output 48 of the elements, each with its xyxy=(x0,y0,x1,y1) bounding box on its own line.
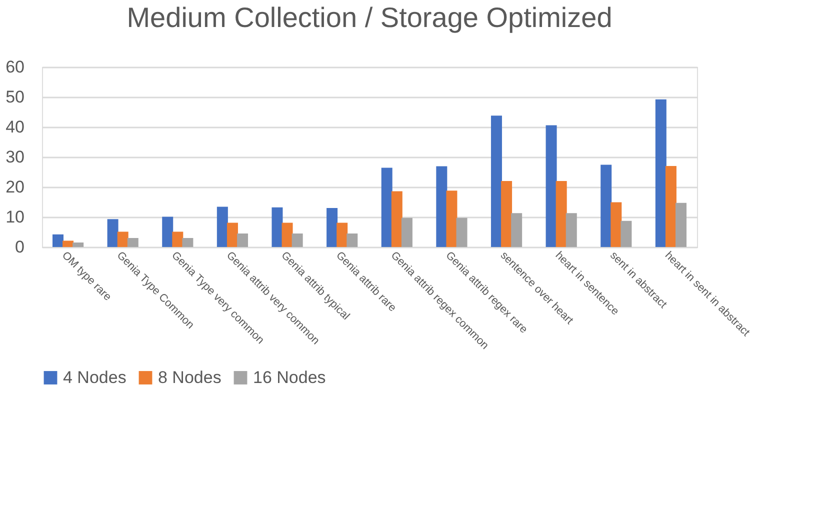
y-tick-label: 40 xyxy=(6,118,24,136)
bar xyxy=(566,213,577,247)
bar xyxy=(381,168,392,247)
bar xyxy=(501,181,512,247)
bar xyxy=(401,218,412,247)
bar xyxy=(346,234,358,247)
legend-label: 4 Nodes xyxy=(63,368,126,387)
x-tick-label: OM type rare xyxy=(60,250,114,304)
bar xyxy=(436,166,448,247)
bar xyxy=(655,99,666,247)
bar xyxy=(546,125,557,247)
bar xyxy=(676,202,687,247)
bar xyxy=(556,181,567,247)
bar xyxy=(282,222,293,247)
bar xyxy=(172,232,184,247)
bar xyxy=(665,166,676,247)
bar xyxy=(117,232,128,247)
bar xyxy=(456,218,468,247)
bar xyxy=(182,238,194,247)
bar xyxy=(62,240,74,247)
bar xyxy=(107,219,118,247)
bar xyxy=(216,206,228,247)
bar xyxy=(391,191,402,247)
bar xyxy=(600,164,612,247)
y-tick-label: 30 xyxy=(6,148,24,166)
y-tick-label: 50 xyxy=(6,88,24,106)
bar xyxy=(511,213,522,247)
bar xyxy=(620,220,632,247)
bar xyxy=(127,238,138,247)
y-tick-label: 60 xyxy=(6,58,24,76)
bar xyxy=(226,222,238,247)
y-tick-label: 20 xyxy=(6,178,24,196)
bar xyxy=(292,234,303,247)
bar xyxy=(272,207,283,247)
bar xyxy=(610,202,622,247)
bar xyxy=(52,234,64,247)
bar xyxy=(237,234,248,247)
bar xyxy=(72,242,84,247)
bar xyxy=(446,190,458,247)
bar xyxy=(326,208,338,247)
legend-label: 16 Nodes xyxy=(253,368,326,387)
legend-label: 8 Nodes xyxy=(158,368,222,387)
y-tick-label: 0 xyxy=(15,238,24,256)
bar xyxy=(490,116,502,247)
chart-title: Medium Collection / Storage Optimized xyxy=(126,2,612,33)
bar xyxy=(336,222,348,247)
bar xyxy=(162,216,174,247)
y-tick-label: 10 xyxy=(6,208,24,226)
